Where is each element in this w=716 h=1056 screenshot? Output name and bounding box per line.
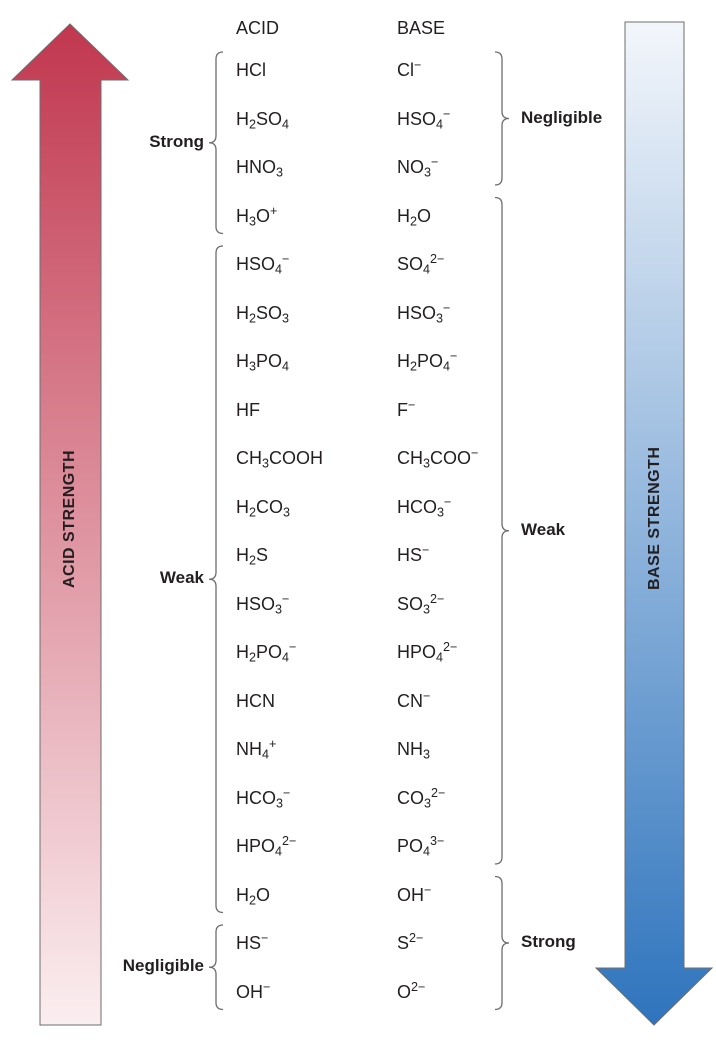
acid-formula: H2S	[236, 545, 269, 568]
acid-column-header: ACID	[236, 18, 280, 38]
left-group-brace	[208, 924, 224, 1011]
base-formula: HS−	[397, 543, 430, 565]
conjugate-pair-row: H3PO4 H2PO4−	[0, 346, 716, 376]
left-group-brace	[208, 245, 224, 914]
base-formula: HSO4−	[397, 106, 451, 132]
acid-formula: HCl	[236, 60, 266, 80]
conjugate-pair-row: H3O+ H2O	[0, 201, 716, 231]
base-formula: SO32−	[397, 591, 445, 617]
base-formula: Cl−	[397, 58, 422, 80]
acid-formula: H3O+	[236, 203, 278, 229]
base-formula: O2−	[397, 979, 426, 1002]
base-formula: HPO42−	[397, 640, 458, 665]
right-group-brace	[494, 196, 510, 865]
conjugate-pair-row: H2PO4− HPO42−	[0, 637, 716, 667]
base-formula: CN−	[397, 688, 431, 711]
conjugate-pair-row: CH3COOH CH3COO−	[0, 443, 716, 473]
acid-formula: H2SO3	[236, 302, 290, 326]
conjugate-pair-row: HF F−	[0, 395, 716, 425]
base-formula: F−	[397, 397, 416, 420]
acid-formula: HPO42−	[236, 834, 297, 859]
base-group-label: Negligible	[521, 107, 603, 127]
conjugate-pair-row: HCN CN−	[0, 686, 716, 716]
base-formula: HCO3−	[397, 494, 452, 520]
conjugate-pair-row: HNO3 NO3−	[0, 152, 716, 182]
acid-formula: H3PO4	[236, 351, 290, 374]
acid-formula: H2PO4−	[236, 640, 297, 665]
acid-strength-arrow	[10, 23, 130, 1026]
base-formula: H2PO4−	[397, 349, 458, 374]
conjugate-pair-row: HPO42− PO43−	[0, 831, 716, 861]
acid-formula: HNO3	[236, 157, 284, 180]
acid-formula: HF	[236, 399, 260, 420]
base-formula: SO42−	[397, 252, 445, 277]
base-formula: CH3COO−	[397, 446, 479, 471]
conjugate-pair-row: H2SO4 HSO4−	[0, 104, 716, 134]
acid-formula: HCO3−	[236, 785, 291, 811]
acid-formula: NH4+	[236, 737, 277, 762]
base-group-label: Weak	[521, 519, 566, 539]
acid-formula: OH−	[236, 979, 271, 1002]
acid-formula: H2CO3	[236, 496, 291, 520]
conjugate-pair-row: HS− S2−	[0, 928, 716, 958]
base-formula: HSO3−	[397, 300, 451, 326]
acid-group-label: Strong	[149, 131, 204, 151]
base-formula: H2O	[397, 205, 432, 229]
conjugate-pair-row: H2SO3 HSO3−	[0, 298, 716, 328]
base-strength-arrow	[594, 21, 714, 1026]
acid-formula: CH3COOH	[236, 448, 324, 471]
acid-formula: HSO4−	[236, 252, 290, 277]
base-formula: NO3−	[397, 155, 439, 180]
acid-formula: HSO3−	[236, 591, 290, 617]
conjugate-pair-row: H2CO3 HCO3−	[0, 492, 716, 522]
base-column-header: BASE	[397, 18, 446, 38]
conjugate-pair-row: H2O OH−	[0, 880, 716, 910]
conjugate-pair-row: H2S HS−	[0, 540, 716, 570]
base-formula: OH−	[397, 882, 432, 905]
acid-formula: H2SO4	[236, 108, 290, 132]
conjugate-pair-row: OH− O2−	[0, 977, 716, 1007]
conjugate-pair-row: HCl Cl−	[0, 55, 716, 85]
base-formula: PO43−	[397, 834, 445, 859]
right-group-brace	[494, 51, 510, 186]
acid-formula: HCN	[236, 690, 275, 711]
base-formula: CO32−	[397, 785, 446, 811]
base-formula: S2−	[397, 931, 424, 953]
acid-group-label: Negligible	[122, 956, 204, 976]
base-formula: NH3	[397, 739, 431, 762]
right-group-brace	[494, 875, 510, 1011]
acid-formula: H2O	[236, 884, 271, 908]
left-group-brace	[208, 51, 224, 235]
base-group-label: Strong	[521, 932, 576, 951]
conjugate-pair-row: HSO4− SO42−	[0, 249, 716, 279]
conjugate-pair-row: HSO3− SO32−	[0, 589, 716, 619]
acid-group-label: Weak	[159, 568, 204, 588]
conjugate-pair-row: HCO3− CO32−	[0, 783, 716, 813]
conjugate-pair-row: NH4+ NH3	[0, 734, 716, 764]
group-braces	[208, 51, 510, 1011]
acid-formula: HS−	[236, 931, 269, 953]
